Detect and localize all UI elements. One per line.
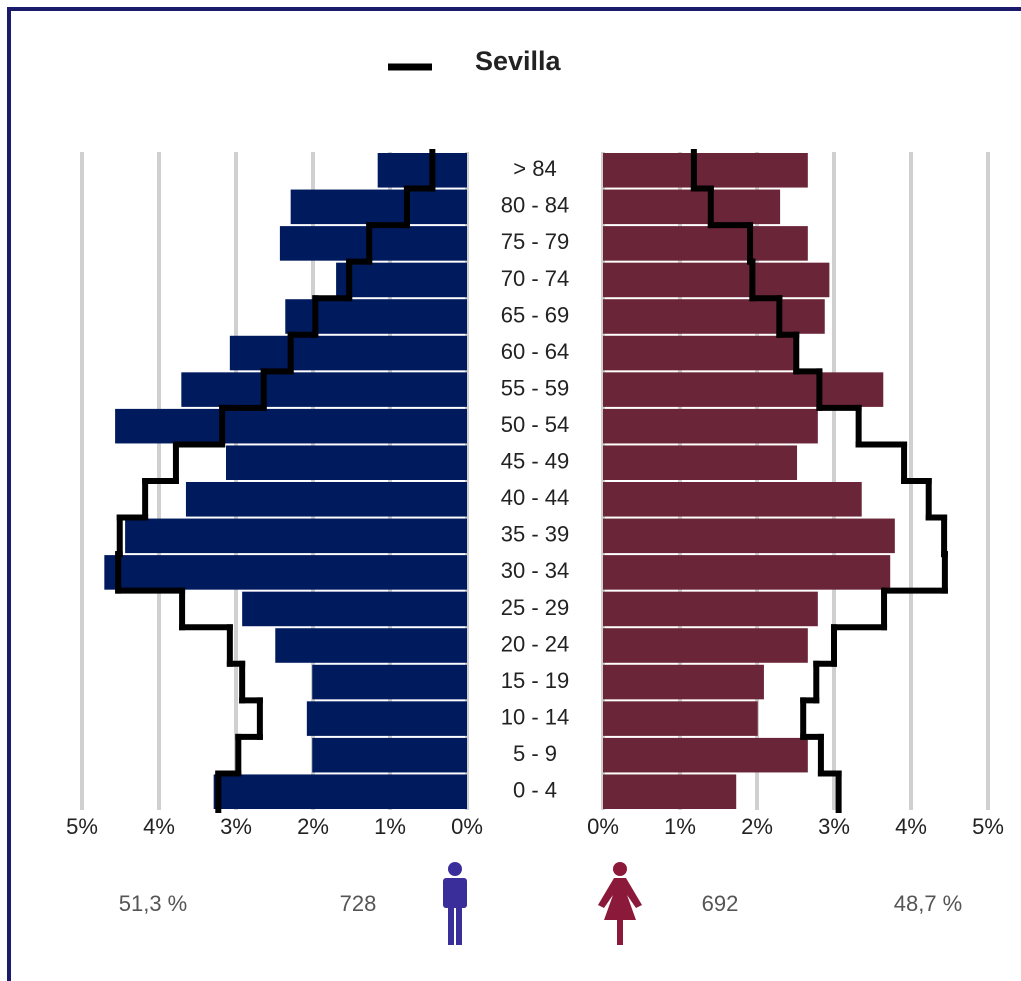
female-bar — [603, 408, 818, 444]
male-bar — [290, 189, 467, 225]
x-tick-label: 0% — [587, 814, 619, 839]
male-icon — [443, 862, 467, 945]
male-count: 728 — [340, 891, 377, 916]
age-label: 35 - 39 — [501, 522, 570, 547]
female-bar — [603, 774, 737, 809]
female-bar — [603, 664, 764, 700]
age-label: > 84 — [513, 156, 556, 181]
female-bar — [603, 153, 808, 188]
male-bar — [115, 408, 468, 444]
female-bar — [603, 445, 798, 480]
male-bar — [336, 262, 467, 298]
male-bar — [104, 555, 467, 590]
male-bar — [377, 153, 467, 188]
x-tick-label: 0% — [451, 814, 483, 839]
female-bar — [603, 372, 884, 407]
male-bar — [242, 591, 467, 627]
age-label: 5 - 9 — [513, 741, 557, 766]
age-label: 30 - 34 — [501, 558, 570, 583]
age-label: 40 - 44 — [501, 485, 570, 510]
x-tick-label: 3% — [220, 814, 252, 839]
x-tick-label: 5% — [66, 814, 98, 839]
male-share: 51,3 % — [119, 891, 188, 916]
female-bar — [603, 628, 808, 663]
x-tick-label: 4% — [895, 814, 927, 839]
x-tick-label: 3% — [818, 814, 850, 839]
grid — [80, 152, 990, 810]
male-bar — [125, 518, 468, 554]
female-count: 692 — [702, 891, 739, 916]
age-label: 25 - 29 — [501, 595, 570, 620]
frame — [7, 7, 1021, 981]
age-label: 75 - 79 — [501, 229, 570, 254]
female-bar — [603, 226, 808, 261]
age-label: 70 - 74 — [501, 266, 570, 291]
male-bar — [225, 445, 467, 480]
age-label: 45 - 49 — [501, 449, 570, 474]
age-label: 50 - 54 — [501, 412, 570, 437]
female-bar — [603, 335, 798, 371]
x-tick-label: 5% — [972, 814, 1004, 839]
age-label: 65 - 69 — [501, 302, 570, 327]
female-bar — [603, 299, 825, 334]
age-label: 80 - 84 — [501, 193, 570, 218]
age-label: 20 - 24 — [501, 631, 570, 656]
marks — [104, 149, 948, 813]
legend-label: Sevilla — [475, 46, 562, 76]
age-label: 55 - 59 — [501, 375, 570, 400]
age-label: 10 - 14 — [501, 704, 570, 729]
age-label: 60 - 64 — [501, 339, 570, 364]
x-tick-label: 1% — [664, 814, 696, 839]
x-tick-label: 2% — [741, 814, 773, 839]
male-bar — [275, 628, 467, 663]
female-bar — [603, 591, 818, 627]
female-icon — [598, 862, 642, 945]
female-bar — [603, 262, 830, 298]
age-label: 0 - 4 — [513, 778, 557, 803]
male-bar — [279, 226, 467, 261]
female-share: 48,7 % — [894, 891, 963, 916]
x-tick-label: 1% — [374, 814, 406, 839]
male-bar — [185, 482, 467, 517]
female-bar — [603, 701, 758, 736]
male-bar — [213, 774, 467, 809]
age-label: 15 - 19 — [501, 668, 570, 693]
female-bar — [603, 737, 808, 773]
male-bar — [312, 737, 467, 773]
female-bar — [603, 518, 895, 554]
female-bar — [603, 482, 862, 517]
female-bar — [603, 555, 891, 590]
male-bar — [312, 664, 467, 700]
x-tick-label: 2% — [297, 814, 329, 839]
x-tick-label: 4% — [143, 814, 175, 839]
male-bar — [229, 335, 467, 371]
male-bar — [181, 372, 467, 407]
male-bar — [306, 701, 467, 736]
female-bar — [603, 189, 781, 225]
